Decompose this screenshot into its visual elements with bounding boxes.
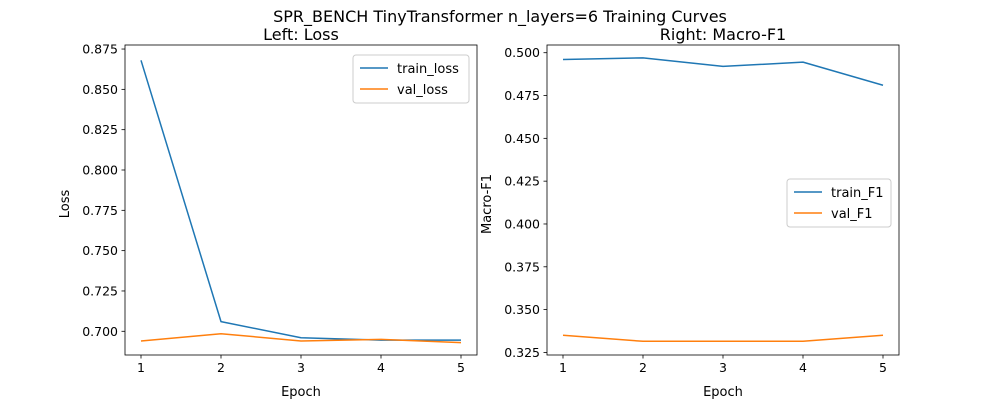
loss-y-tick-label: 0.750 <box>82 243 118 258</box>
loss-y-tick-label: 0.775 <box>82 203 118 218</box>
loss-legend-label-val_loss: val_loss <box>397 83 448 98</box>
macro-f1-x-tick-label: 2 <box>639 360 647 375</box>
loss-y-tick-label: 0.850 <box>82 82 118 97</box>
macro-f1-x-tick-label: 1 <box>559 360 567 375</box>
loss-y-tick-label: 0.800 <box>82 163 118 178</box>
macro-f1-y-tick-label: 0.425 <box>504 174 540 189</box>
macro-f1-y-tick-label: 0.375 <box>504 259 540 274</box>
macro-f1-panel: Right: Macro-F1 Epoch Macro-F1 1 2 3 4 5 0.32… <box>480 25 900 400</box>
loss-legend-box <box>352 54 470 104</box>
loss-y-tick-label: 0.700 <box>82 324 118 339</box>
figure-suptitle: SPR_BENCH TinyTransformer n_layers=6 Tra… <box>273 7 727 27</box>
macro-f1-legend-box <box>786 178 892 228</box>
loss-x-tick-label: 5 <box>457 360 465 375</box>
macro-f1-series-train_F1-line <box>562 57 884 86</box>
loss-series-val_loss-line <box>140 332 462 344</box>
macro-f1-x-tick-label: 4 <box>799 360 807 375</box>
macro-f1-y-tick-label: 0.450 <box>504 131 540 146</box>
loss-y-tick-label: 0.825 <box>82 122 118 137</box>
macro-f1-legend-label-train_F1: train_F1 <box>831 186 884 201</box>
loss-panel: Left: Loss Epoch Loss 1 2 3 4 5 0.700 0.725 0.7… <box>58 25 478 400</box>
macro-f1-x-axis-label: Epoch <box>703 385 743 400</box>
macro-f1-y-axis-label: Macro-F1 <box>480 174 495 234</box>
loss-x-tick-label: 1 <box>137 360 145 375</box>
macro-f1-y-tick-label: 0.500 <box>504 45 540 60</box>
loss-legend-label-train_loss: train_loss <box>397 62 459 77</box>
loss-x-tick-label: 2 <box>217 360 225 375</box>
macro-f1-y-tick-label: 0.475 <box>504 88 540 103</box>
macro-f1-series-val_F1-line <box>562 334 884 343</box>
macro-f1-y-tick-label: 0.400 <box>504 216 540 231</box>
loss-x-tick-label: 4 <box>377 360 385 375</box>
loss-y-tick-label: 0.875 <box>82 42 118 57</box>
loss-y-axis-label: Loss <box>58 190 73 219</box>
macro-f1-y-tick-label: 0.350 <box>504 302 540 317</box>
loss-y-tick-label: 0.725 <box>82 283 118 298</box>
macro-f1-y-tick-label: 0.325 <box>504 345 540 360</box>
macro-f1-legend-label-val_F1: val_F1 <box>831 207 873 222</box>
macro-f1-x-tick-label: 3 <box>719 360 727 375</box>
loss-x-axis-label: Epoch <box>281 385 321 400</box>
macro-f1-legend: train_F1 val_F1 <box>786 178 892 228</box>
loss-legend: train_loss val_loss <box>352 54 470 104</box>
macro-f1-x-tick-label: 5 <box>879 360 887 375</box>
loss-x-tick-label: 3 <box>297 360 305 375</box>
macro-f1-panel-title: Right: Macro-F1 <box>660 25 786 44</box>
loss-panel-title: Left: Loss <box>263 25 339 44</box>
